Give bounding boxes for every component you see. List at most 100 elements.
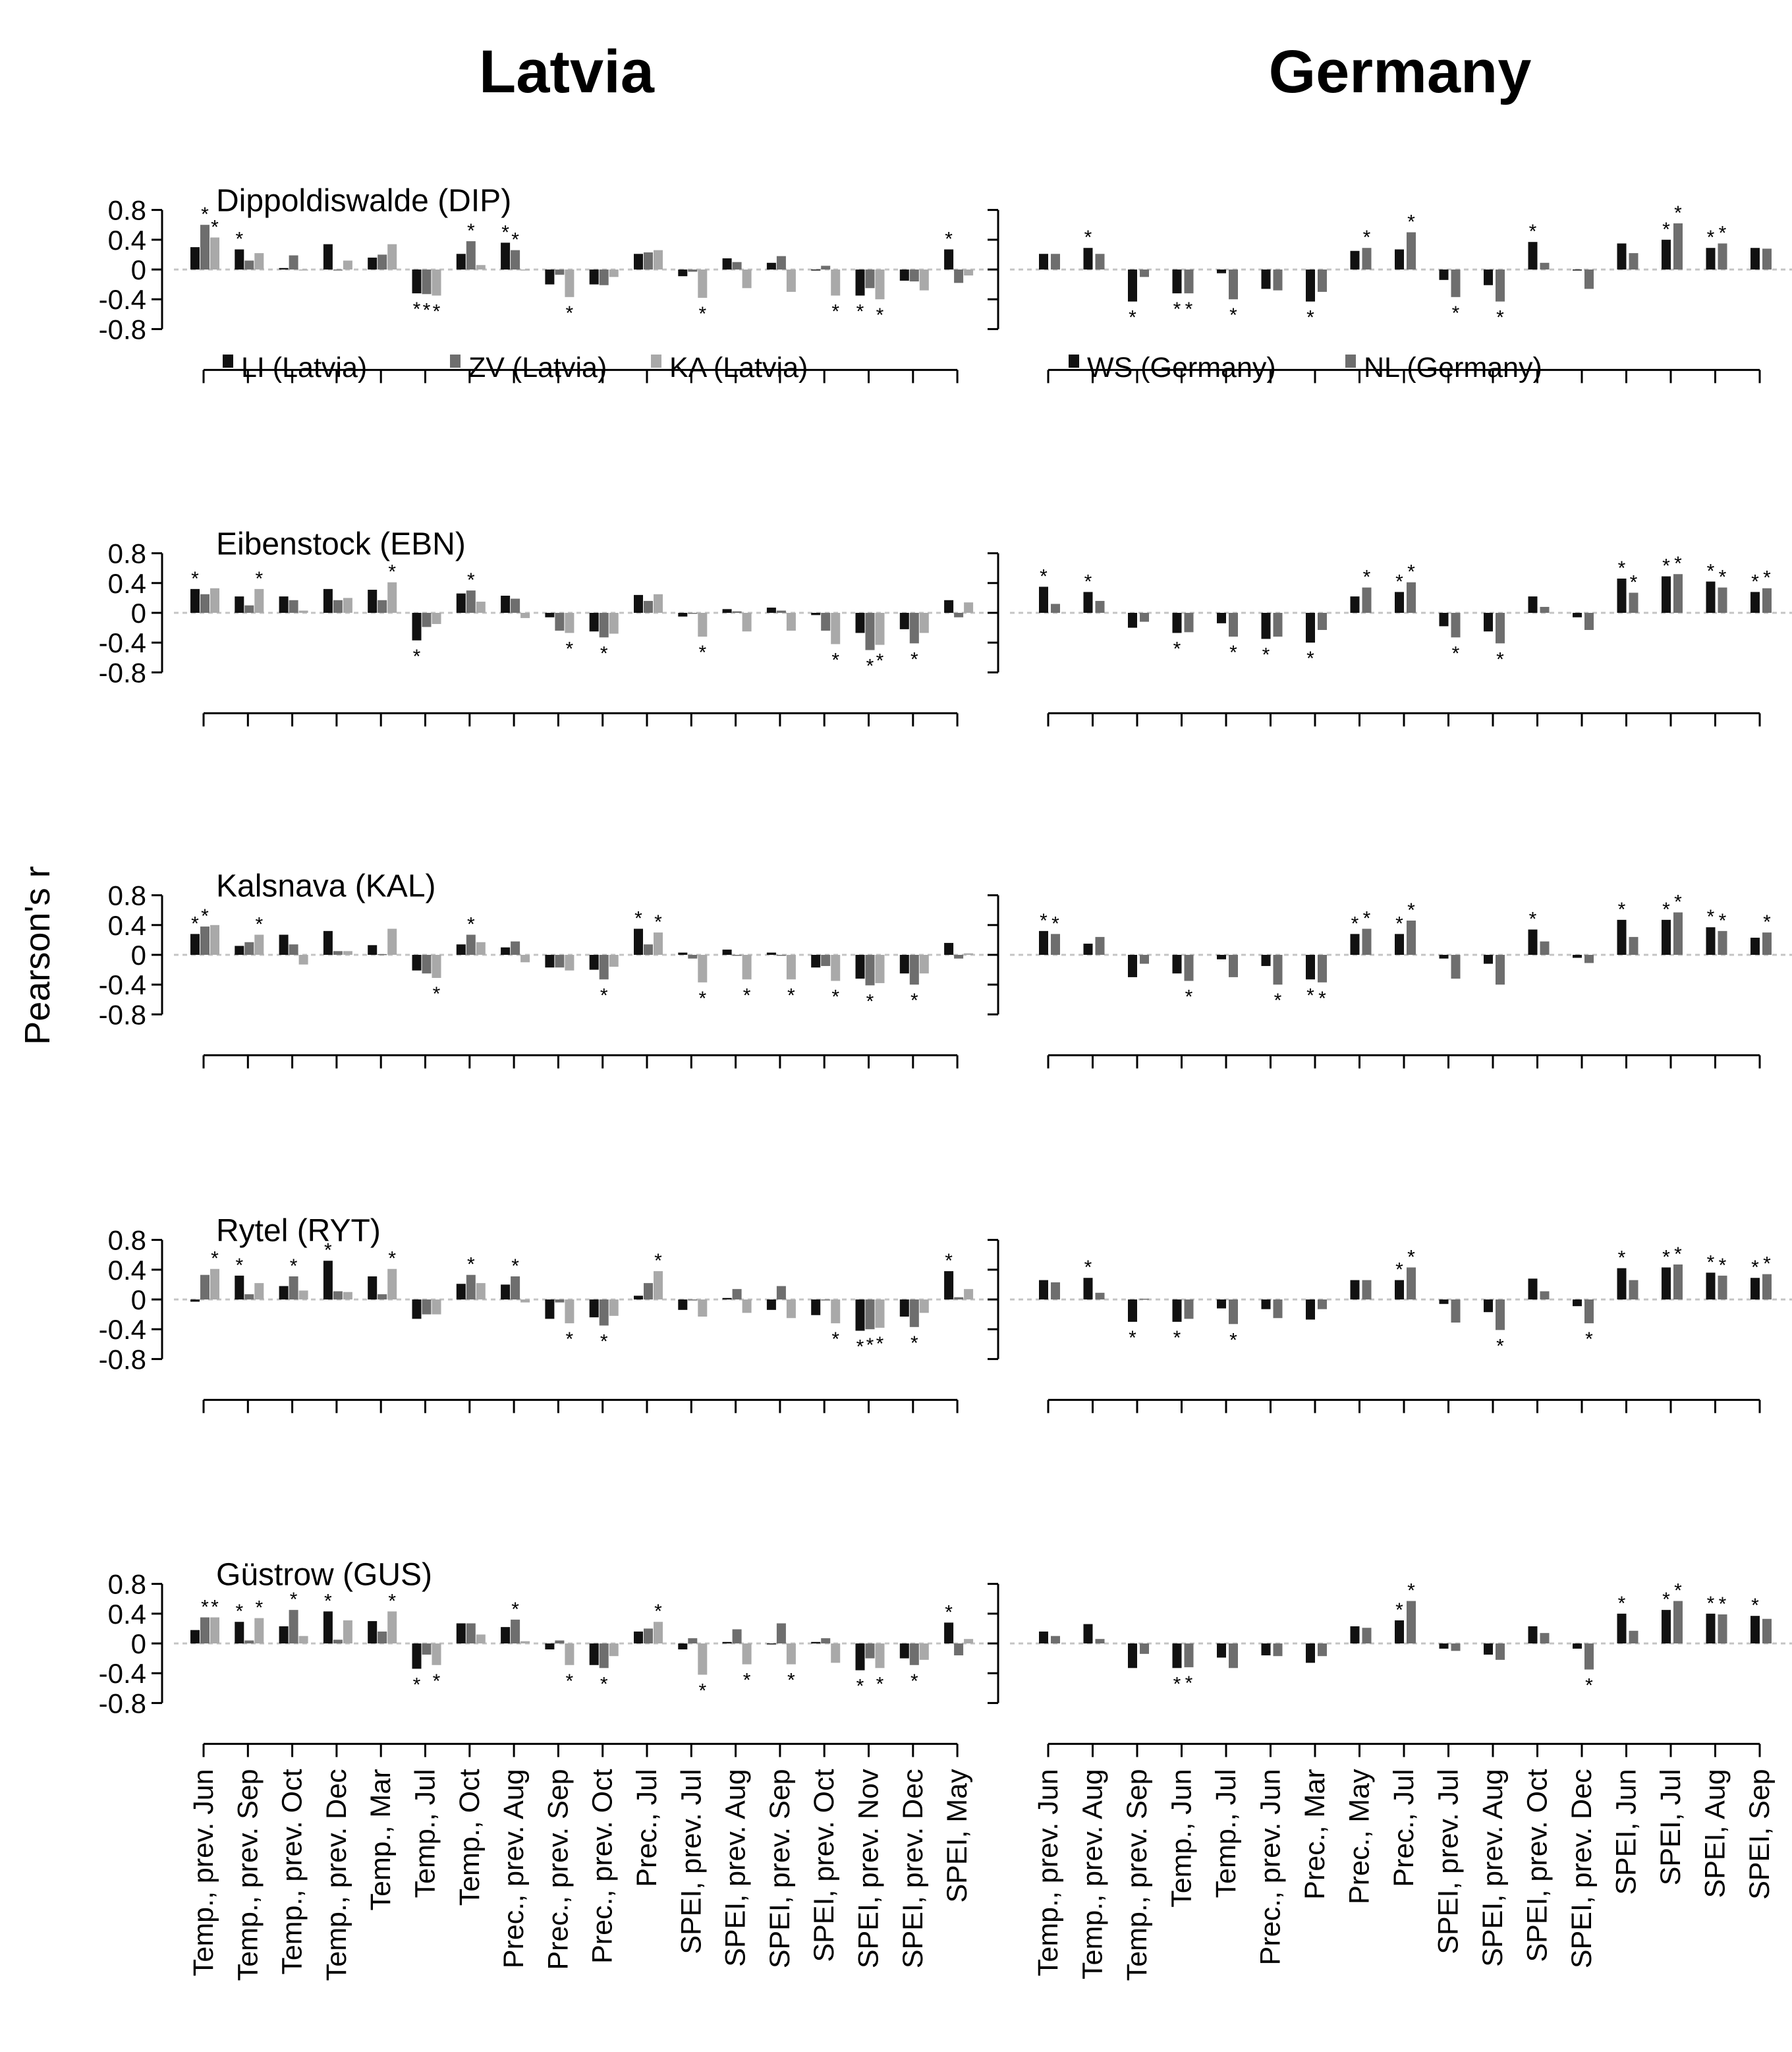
bar-ws: [1395, 592, 1404, 613]
bar-zv: [776, 955, 786, 956]
bar-ws: [1573, 1299, 1582, 1307]
category-label: SPEI, Sep: [1744, 1769, 1776, 1899]
significance-marker: *: [1173, 639, 1181, 660]
bar-zv: [555, 955, 565, 968]
bar-ka: [432, 613, 441, 624]
bar-ka: [831, 270, 841, 296]
significance-marker: *: [1618, 899, 1626, 921]
bar-zv: [732, 1629, 742, 1643]
bar-li: [899, 1299, 909, 1317]
significance-marker: *: [698, 1680, 706, 1701]
bar-ws: [1217, 1643, 1226, 1658]
bar-zv: [555, 1299, 565, 1303]
bar-ka: [432, 1299, 441, 1315]
bar-nl: [1451, 270, 1461, 297]
bar-ka: [432, 270, 441, 296]
bar-ws: [1306, 613, 1315, 643]
bar-li: [855, 955, 865, 979]
bar-ka: [698, 1299, 708, 1317]
significance-marker: *: [1229, 304, 1237, 326]
significance-marker: *: [1185, 1672, 1193, 1694]
bar-nl: [1051, 934, 1060, 955]
bar-zv: [688, 613, 698, 614]
significance-marker: *: [413, 646, 421, 668]
bar-zv: [333, 1639, 343, 1643]
significance-marker: *: [634, 907, 642, 929]
significance-marker: *: [290, 1589, 298, 1610]
significance-marker: *: [654, 911, 662, 933]
bar-zv: [422, 955, 432, 974]
bar-ws: [1617, 579, 1627, 613]
y-tick-label: -0.8: [99, 999, 146, 1030]
bar-zv: [511, 598, 520, 613]
category-label: Prec., prev. Sep: [542, 1769, 574, 1970]
bar-ws: [1439, 1643, 1449, 1649]
significance-marker: *: [413, 299, 421, 320]
bar-zv: [909, 270, 919, 282]
bar-ws: [1484, 1643, 1493, 1655]
significance-marker: *: [1674, 892, 1682, 913]
site-label: Rytel (RYT): [216, 1214, 381, 1249]
significance-marker: *: [1173, 299, 1181, 320]
bar-ka: [831, 955, 841, 981]
bar-ka: [919, 613, 929, 633]
bar-ws: [1083, 592, 1093, 613]
significance-marker: *: [1363, 907, 1371, 929]
significance-marker: *: [945, 228, 953, 250]
bar-nl: [1718, 243, 1727, 270]
bar-nl: [1095, 936, 1105, 955]
category-label: Temp., prev. Jun: [188, 1769, 219, 1976]
bar-nl: [1051, 254, 1060, 270]
country-title-latvia: Latvia: [479, 38, 655, 105]
bar-zv: [466, 1274, 476, 1299]
bar-zv: [555, 613, 565, 631]
bar-nl: [1451, 955, 1461, 979]
bar-zv: [599, 1299, 609, 1326]
bar-nl: [1318, 270, 1327, 292]
bar-li: [456, 1623, 466, 1643]
bar-li: [678, 1643, 688, 1650]
bar-nl: [1229, 955, 1238, 977]
y-tick-label: -0.4: [99, 969, 146, 1000]
bar-ka: [786, 1643, 796, 1665]
bar-li: [634, 254, 643, 270]
bar-ws: [1750, 938, 1760, 955]
bar-li: [766, 1299, 776, 1310]
bar-ka: [654, 1271, 663, 1299]
bar-li: [589, 1299, 599, 1318]
legend-label: WS (Germany): [1087, 352, 1276, 384]
y-tick-label: 0: [131, 598, 146, 629]
significance-marker: *: [787, 1670, 795, 1692]
bar-zv: [776, 256, 786, 270]
bar-ws: [1573, 1643, 1582, 1649]
y-tick-label: 0: [131, 940, 146, 971]
significance-marker: *: [1719, 567, 1727, 588]
significance-marker: *: [1763, 911, 1771, 933]
bar-li: [501, 596, 511, 613]
bar-ka: [210, 588, 219, 613]
category-label: Prec., Jul: [1388, 1769, 1420, 1887]
bar-zv: [688, 955, 698, 959]
bar-zv: [865, 1299, 875, 1330]
category-label: SPEI, prev. Nov: [853, 1769, 885, 1968]
bar-ws: [1172, 955, 1182, 974]
significance-marker: *: [1363, 567, 1371, 588]
significance-marker: *: [856, 1676, 864, 1697]
bar-nl: [1629, 936, 1638, 955]
significance-marker: *: [433, 301, 441, 323]
bar-nl: [1095, 254, 1105, 270]
y-tick-label: 0.4: [108, 568, 146, 599]
bar-li: [412, 955, 422, 971]
significance-marker: *: [787, 984, 795, 1006]
legend-latvia: LI (Latvia) ZV (Latvia) KA (Latvia): [223, 352, 808, 384]
category-label: SPEI, Jul: [1655, 1769, 1687, 1885]
significance-marker: *: [876, 650, 884, 672]
bar-nl: [1318, 1299, 1327, 1309]
bar-nl: [1140, 955, 1149, 964]
significance-marker: *: [423, 299, 431, 321]
bar-ws: [1395, 1620, 1404, 1643]
significance-marker: *: [1662, 1246, 1670, 1268]
site-label: Eibenstock (EBN): [216, 527, 466, 562]
bar-zv: [821, 266, 831, 270]
bar-ws: [1573, 955, 1582, 958]
